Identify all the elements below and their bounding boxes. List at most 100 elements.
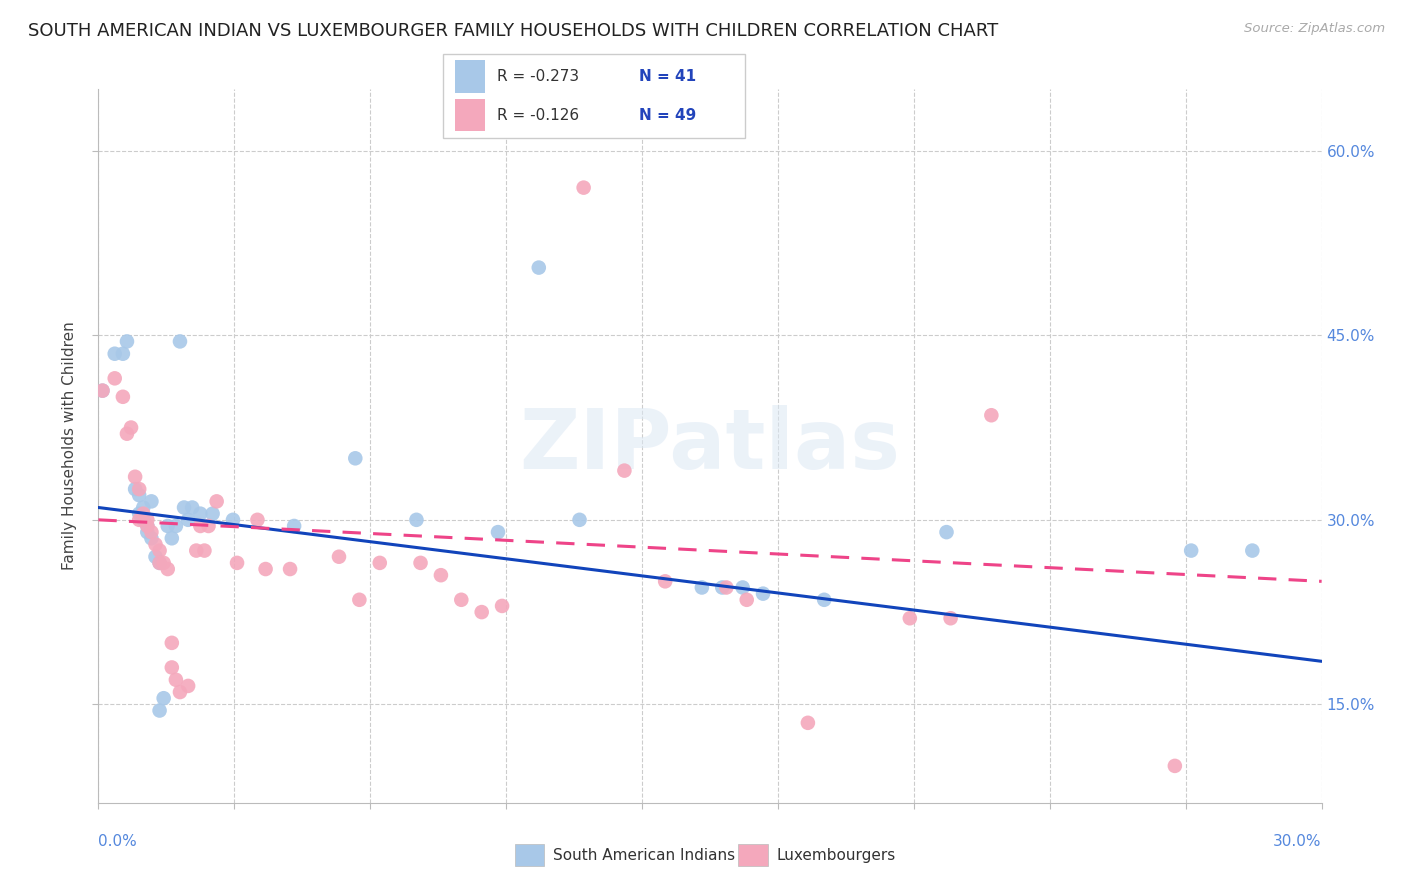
Point [156, 519, 179, 533]
Point [980, 409, 1002, 423]
Bar [515, 845, 544, 866]
Point [711, 581, 734, 595]
Point [752, 587, 775, 601]
Point [149, 556, 172, 570]
Point [111, 347, 134, 361]
Point [898, 611, 921, 625]
Point [173, 500, 195, 515]
Text: Source: ZipAtlas.com: Source: ZipAtlas.com [1244, 22, 1385, 36]
Point [177, 679, 200, 693]
Point [471, 605, 494, 619]
Point [104, 347, 127, 361]
Point [226, 556, 249, 570]
Point [91, 384, 114, 398]
Point [132, 507, 155, 521]
Point [797, 715, 820, 730]
Point [430, 568, 453, 582]
Point [141, 531, 163, 545]
Point [124, 469, 146, 483]
Point [145, 549, 167, 564]
Text: South American Indians: South American Indians [553, 848, 735, 863]
Bar [456, 61, 485, 93]
Point [128, 482, 150, 496]
Point [120, 420, 142, 434]
Point [193, 543, 215, 558]
Point [165, 519, 187, 533]
Point [149, 704, 172, 718]
Point [177, 513, 200, 527]
Point [486, 525, 509, 540]
Point [283, 519, 305, 533]
Point [115, 426, 138, 441]
Point [115, 334, 138, 349]
Point [128, 507, 150, 521]
Point [136, 525, 159, 540]
Point [328, 549, 350, 564]
Point [152, 556, 174, 570]
Point [654, 574, 676, 589]
Point [111, 390, 134, 404]
Point [141, 525, 163, 540]
Point [254, 562, 277, 576]
Point [572, 180, 595, 194]
Point [735, 592, 758, 607]
Point [935, 525, 957, 540]
Point [731, 581, 754, 595]
Point [409, 556, 432, 570]
Text: ZIPatlas: ZIPatlas [520, 406, 900, 486]
Point [128, 488, 150, 502]
Point [222, 513, 245, 527]
Point [405, 513, 427, 527]
Point [169, 685, 191, 699]
Text: 0.0%: 0.0% [98, 834, 138, 849]
Text: Luxembourgers: Luxembourgers [776, 848, 896, 863]
Point [1180, 543, 1202, 558]
Point [939, 611, 962, 625]
Point [246, 513, 269, 527]
Point [181, 500, 204, 515]
Point [128, 513, 150, 527]
Point [197, 519, 219, 533]
Point [149, 556, 172, 570]
Point [104, 371, 127, 385]
Point [1241, 543, 1264, 558]
Point [160, 531, 183, 545]
Bar [456, 99, 485, 131]
Point [368, 556, 391, 570]
Point [491, 599, 513, 613]
Point [188, 519, 212, 533]
Point [165, 673, 187, 687]
Point [344, 451, 367, 466]
Point [278, 562, 301, 576]
Point [349, 592, 371, 607]
Point [527, 260, 550, 275]
Point [205, 494, 228, 508]
Point [145, 537, 167, 551]
Point [136, 513, 159, 527]
Text: 30.0%: 30.0% [1274, 834, 1322, 849]
Text: R = -0.273: R = -0.273 [498, 69, 579, 84]
Point [186, 543, 208, 558]
Text: R = -0.126: R = -0.126 [498, 108, 579, 123]
Point [188, 507, 212, 521]
Point [169, 334, 191, 349]
Point [813, 592, 835, 607]
Point [201, 507, 224, 521]
Text: N = 41: N = 41 [640, 69, 696, 84]
Point [160, 660, 183, 674]
Point [450, 592, 472, 607]
Point [91, 384, 114, 398]
Point [141, 494, 163, 508]
Point [136, 519, 159, 533]
Point [160, 636, 183, 650]
Bar [738, 845, 768, 866]
Y-axis label: Family Households with Children: Family Households with Children [62, 322, 77, 570]
Point [716, 581, 738, 595]
Text: SOUTH AMERICAN INDIAN VS LUXEMBOURGER FAMILY HOUSEHOLDS WITH CHILDREN CORRELATIO: SOUTH AMERICAN INDIAN VS LUXEMBOURGER FA… [28, 22, 998, 40]
Point [1164, 759, 1187, 773]
Point [568, 513, 591, 527]
Point [132, 500, 155, 515]
Point [124, 482, 146, 496]
Point [152, 691, 174, 706]
Point [132, 513, 155, 527]
